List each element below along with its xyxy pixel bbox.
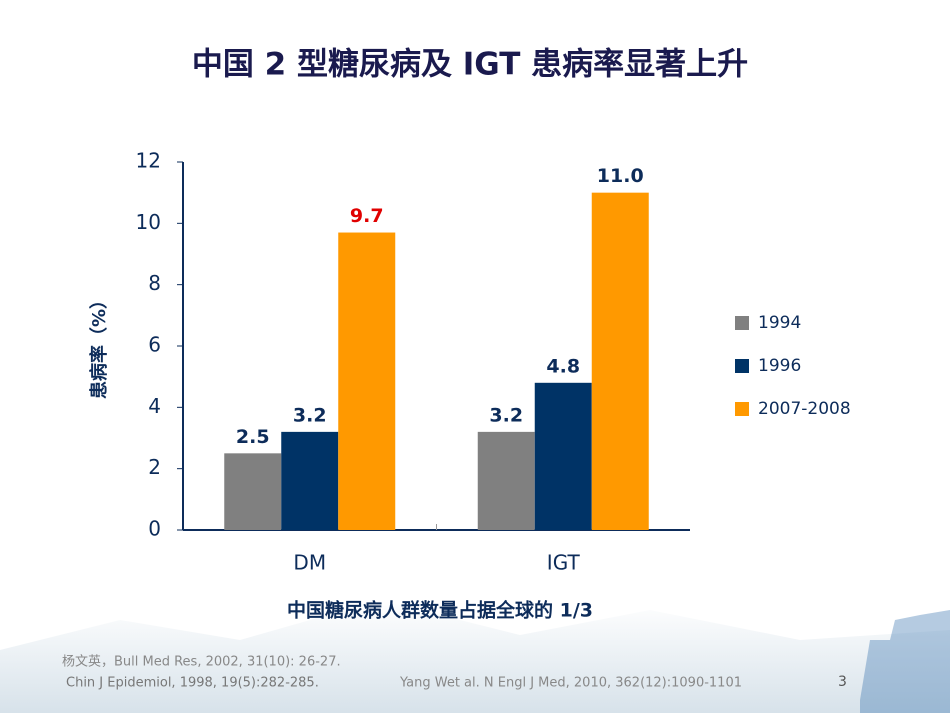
y-tick-label: 10 <box>136 210 161 234</box>
reference: Chin J Epidemiol, 1998, 19(5):282-285. <box>66 676 319 691</box>
reference: Yang Wet al. N Engl J Med, 2010, 362(12)… <box>399 676 742 691</box>
bar <box>591 192 649 530</box>
value-label: 3.2 <box>489 404 523 426</box>
value-label: 3.2 <box>293 404 327 426</box>
value-label: 11.0 <box>597 165 644 187</box>
bar <box>224 453 282 530</box>
page-number: 3 <box>838 674 847 690</box>
y-tick-label: 12 <box>136 149 161 173</box>
background-mountains <box>0 600 950 713</box>
bar <box>281 431 339 530</box>
legend-label: 1996 <box>758 356 801 376</box>
y-tick-label: 0 <box>148 517 161 541</box>
y-tick-label: 6 <box>148 333 161 357</box>
legend-label: 2007-2008 <box>758 399 851 419</box>
legend-label: 1994 <box>758 313 801 333</box>
bar <box>477 431 535 530</box>
legend-swatch <box>735 359 749 373</box>
legend-swatch <box>735 316 749 330</box>
background-city <box>860 610 950 713</box>
bar <box>338 232 396 531</box>
x-tick-label: DM <box>293 551 326 575</box>
value-label: 2.5 <box>236 426 270 448</box>
y-tick-label: 4 <box>148 394 161 418</box>
chart-title: 中国 2 型糖尿病及 IGT 患病率显著上升 <box>192 47 748 83</box>
y-tick-label: 2 <box>148 455 161 479</box>
y-tick-label: 8 <box>148 271 161 295</box>
y-axis-label: 患病率（%） <box>88 291 110 399</box>
reference: 杨文英，Bull Med Res, 2002, 31(10): 26-27. <box>62 655 341 670</box>
legend-swatch <box>735 402 749 416</box>
x-tick-label: IGT <box>547 551 581 575</box>
bar <box>534 382 592 530</box>
value-label: 9.7 <box>350 205 384 227</box>
value-label: 4.8 <box>546 355 580 377</box>
note: 中国糖尿病人群数量占据全球的 1/3 <box>287 599 593 622</box>
